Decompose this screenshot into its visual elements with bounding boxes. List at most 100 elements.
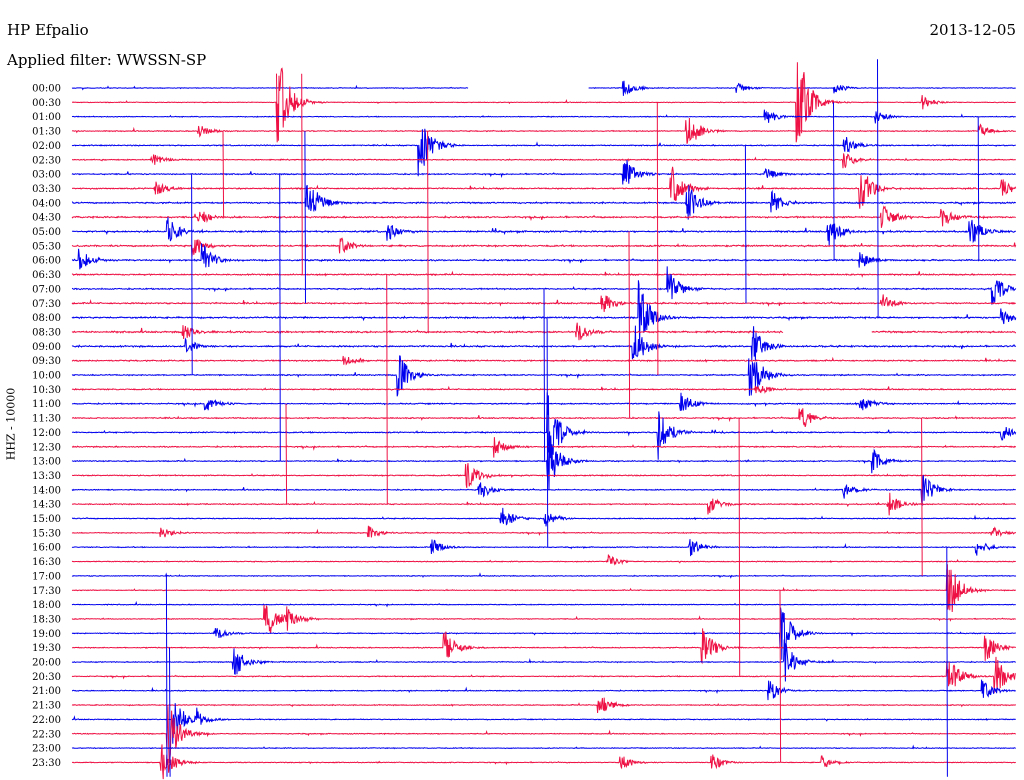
row-label: 05:30 [32, 241, 61, 252]
trace-row-21:00 [72, 679, 1016, 701]
row-label: 19:00 [32, 629, 61, 640]
row-label: 09:30 [32, 356, 61, 367]
trace-row-20:30 [71, 656, 1017, 694]
row-label: 17:00 [32, 571, 61, 582]
filter-label: Applied filter: WWSSN-SP [7, 51, 207, 69]
row-label: 02:30 [32, 155, 61, 166]
row-label: 07:00 [32, 284, 61, 295]
row-label: 22:00 [32, 715, 61, 726]
trace-row-23:00 [71, 744, 1016, 750]
spike-mark [543, 288, 546, 462]
row-label: 16:30 [32, 557, 61, 568]
trace-row-08:30 [71, 322, 1017, 341]
trace-rows [71, 59, 1017, 780]
trace-row-19:30 [71, 628, 1017, 665]
row-label: 20:30 [32, 672, 61, 683]
row-label: 08:00 [32, 313, 61, 324]
row-label: 01:00 [32, 112, 61, 123]
spike-mark [386, 274, 388, 505]
row-label: 21:00 [32, 686, 61, 697]
row-label: 19:30 [32, 643, 61, 654]
spike-mark [546, 317, 549, 548]
trace-row-23:30 [71, 744, 1017, 780]
row-label: 08:30 [32, 327, 61, 338]
trace-row-18:00 [71, 600, 1016, 608]
trace-row-02:00 [71, 128, 1016, 177]
row-label: 13:30 [32, 471, 61, 482]
row-label: 18:30 [32, 614, 61, 625]
row-label: 17:30 [32, 586, 61, 597]
row-label: 14:00 [32, 485, 61, 496]
trace-row-11:30 [71, 408, 1016, 428]
row-label: 04:00 [32, 198, 61, 209]
trace-row-22:30 [71, 706, 1016, 764]
station-title: HP Efpalio [7, 21, 89, 39]
trace-row-13:30 [72, 463, 1016, 488]
spike-mark [977, 116, 980, 261]
row-label: 11:30 [32, 414, 61, 425]
spike-mark [279, 174, 281, 462]
spike-mark [165, 575, 168, 777]
spike-mark [833, 102, 835, 261]
row-label: 12:00 [32, 428, 61, 439]
row-label: 14:30 [32, 500, 61, 511]
row-label: 06:00 [32, 256, 61, 267]
row-label: 03:30 [32, 184, 61, 195]
row-label: 15:30 [32, 528, 61, 539]
trace-row-19:00 [71, 607, 1017, 660]
row-label: 02:00 [32, 141, 61, 152]
row-label: 00:00 [32, 84, 61, 95]
trace-row-18:30 [71, 604, 1016, 634]
trace-row-22:00 [71, 703, 1016, 744]
spike-mark [779, 590, 782, 763]
trace-row-00:30 [71, 62, 1016, 143]
trace-row-12:00 [71, 392, 1017, 460]
trace-row-06:30 [71, 270, 1017, 278]
spike-mark [427, 131, 429, 332]
row-label: 23:30 [32, 758, 61, 769]
spike-mark [191, 174, 193, 376]
trace-row-11:00 [71, 392, 1016, 411]
trace-row-01:30 [71, 117, 1016, 144]
row-label: 05:00 [32, 227, 61, 238]
trace-row-16:30 [71, 554, 1016, 566]
spike-mark [946, 547, 948, 777]
trace-row-03:30 [72, 166, 1017, 209]
row-label: 10:00 [32, 371, 61, 382]
row-label: 11:00 [32, 399, 61, 410]
row-label: 07:30 [32, 299, 61, 310]
spike-mark [738, 418, 741, 677]
trace-row-01:00 [71, 109, 1016, 124]
trace-row-14:30 [71, 492, 1016, 516]
row-time-labels: 00:00 00:30 01:00 01:30 02:00 02:30 03:00 03:30… [32, 84, 61, 769]
trace-row-06:00 [71, 243, 1017, 270]
spike-mark [169, 647, 171, 777]
trace-row-05:00 [71, 217, 1017, 246]
spike-mark [921, 417, 923, 576]
trace-row-05:30 [71, 237, 1017, 257]
spike-mark [285, 403, 288, 505]
row-label: 16:00 [32, 543, 61, 554]
row-label: 18:00 [32, 600, 61, 611]
spike-mark [222, 131, 225, 218]
row-label: 21:30 [32, 701, 61, 712]
spike-mark [301, 73, 303, 275]
trace-row-17:00 [71, 572, 1017, 579]
spike-mark [877, 59, 879, 318]
spike-mark [276, 73, 278, 132]
row-label: 00:30 [32, 98, 61, 109]
row-label: 23:00 [32, 744, 61, 755]
trace-row-21:30 [71, 697, 1017, 714]
row-label: 12:30 [32, 442, 61, 453]
trace-row-04:30 [71, 205, 1016, 228]
trace-row-03:00 [71, 159, 1016, 185]
spike-mark [656, 102, 659, 376]
trace-row-02:30 [71, 153, 1016, 169]
trace-row-15:30 [71, 525, 1017, 538]
trace-row-04:00 [71, 184, 1016, 220]
row-label: 04:30 [32, 213, 61, 224]
trace-row-12:30 [71, 437, 1017, 458]
spike-mark [628, 231, 631, 419]
row-label: 01:30 [32, 127, 61, 138]
